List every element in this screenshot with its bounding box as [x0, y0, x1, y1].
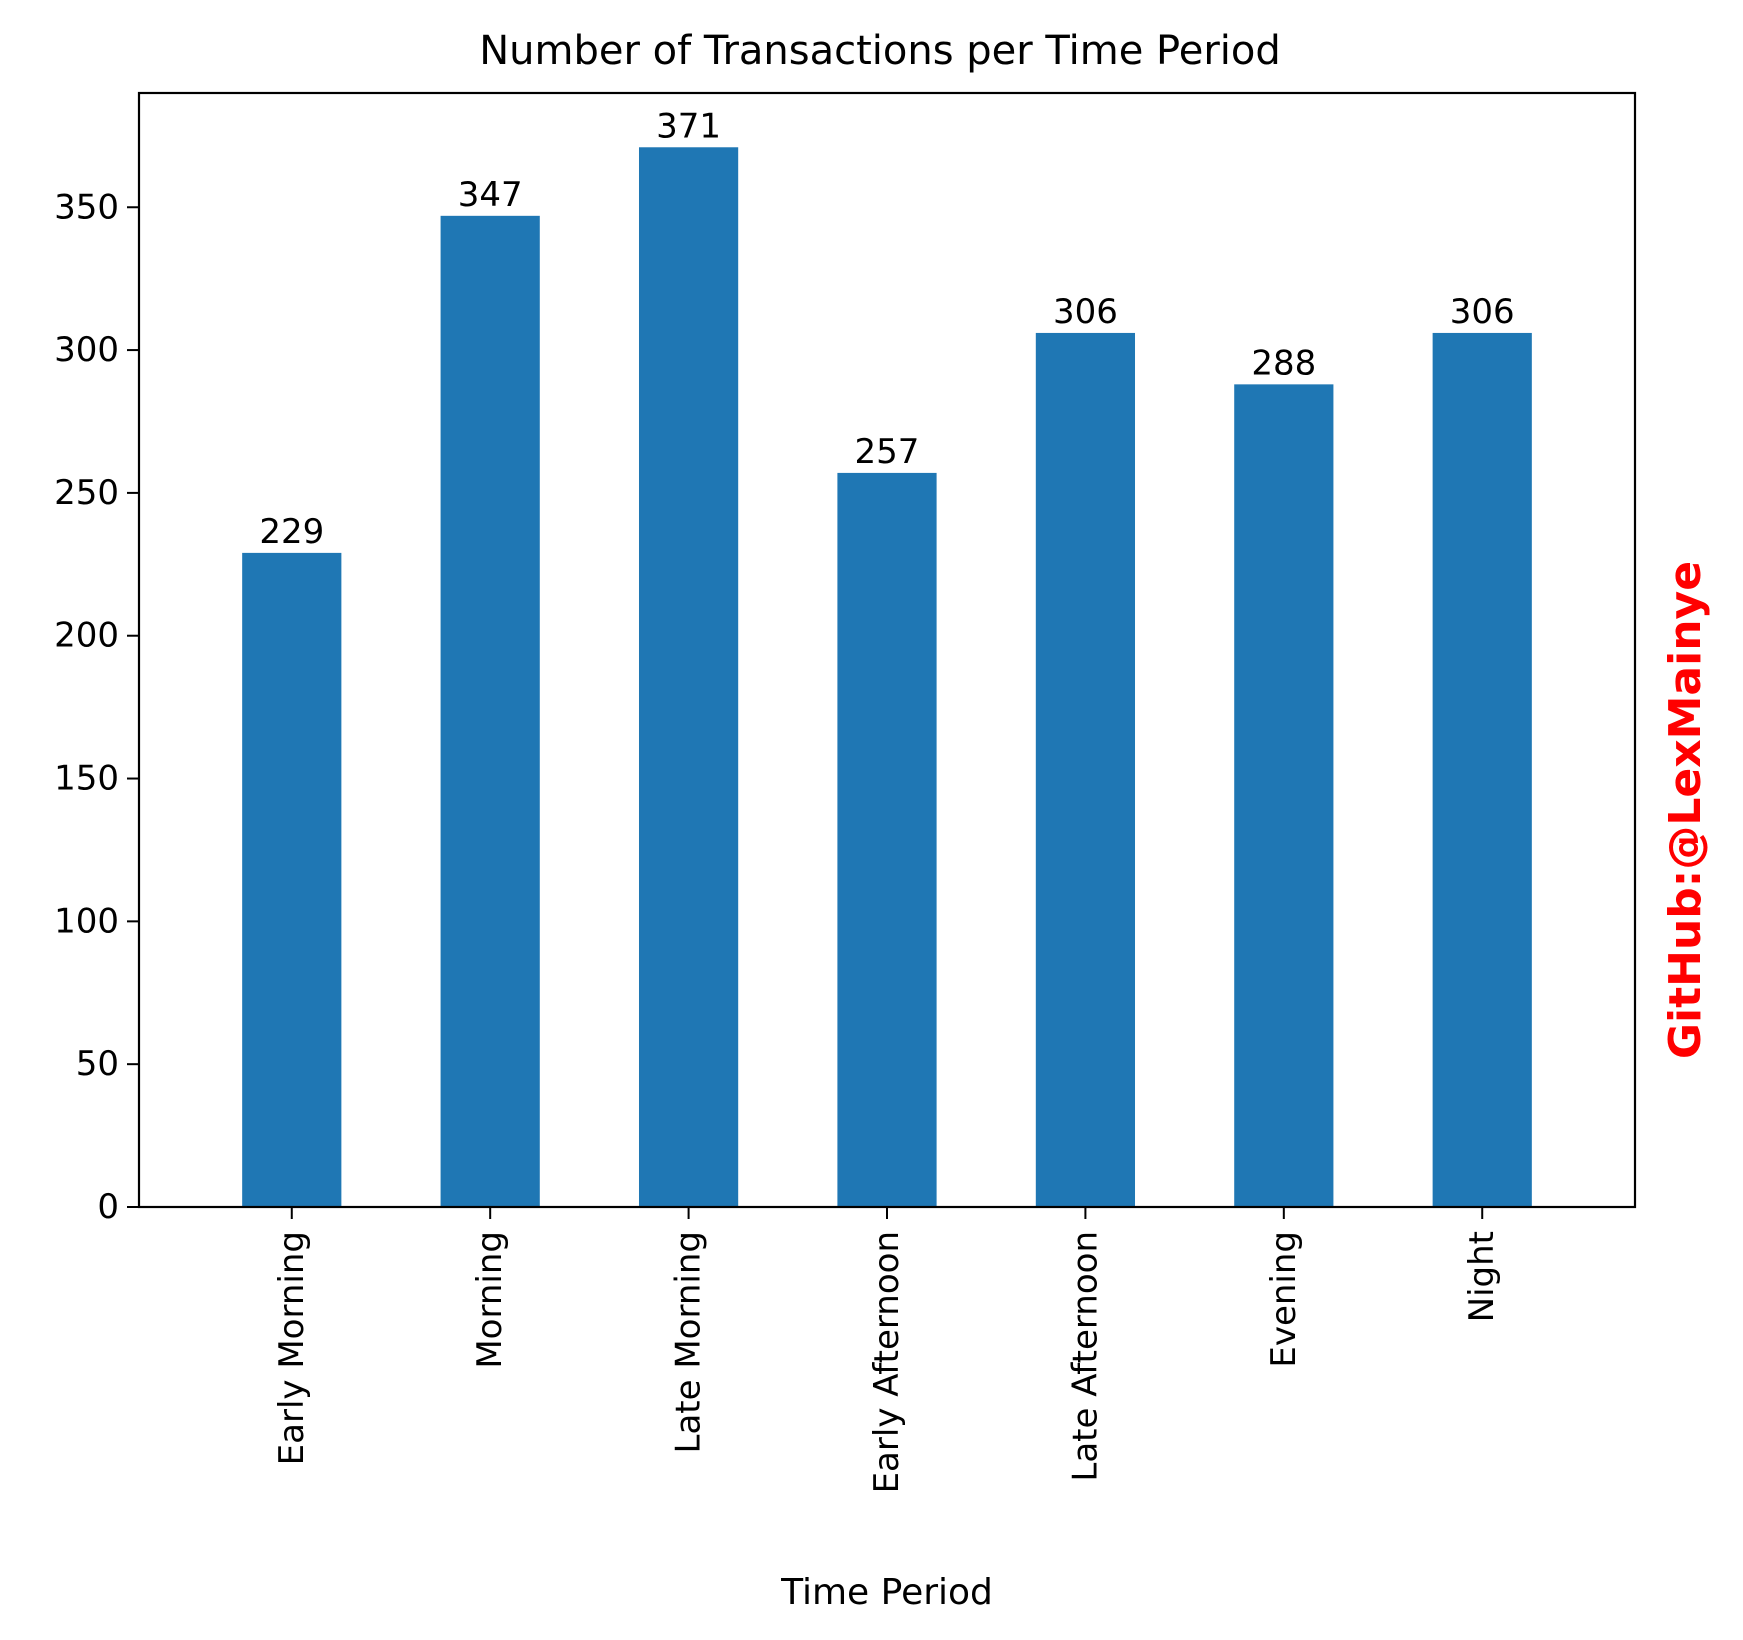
- data-label: 371: [656, 106, 721, 146]
- bar: [1432, 332, 1532, 1207]
- y-axis: 0 50 100 150 200 250 300 350: [54, 187, 139, 1227]
- watermark-text: GitHub:@LexMainye: [1660, 561, 1711, 1059]
- data-label: 257: [855, 432, 920, 472]
- x-tick-label: Morning: [470, 1231, 510, 1369]
- x-tick-label: Early Morning: [272, 1231, 312, 1465]
- y-tick-label: 350: [54, 187, 119, 227]
- x-tick-label: Evening: [1264, 1231, 1304, 1368]
- bar: [242, 552, 342, 1207]
- data-label: 288: [1251, 343, 1316, 383]
- x-tick-label: Early Afternoon: [867, 1231, 907, 1493]
- chart-title: Number of Transactions per Time Period: [479, 28, 1281, 74]
- bar: [1035, 332, 1136, 1207]
- bar: [638, 147, 739, 1208]
- x-tick-label: Late Morning: [669, 1231, 709, 1453]
- y-tick-label: 100: [54, 901, 119, 941]
- y-tick-label: 300: [54, 330, 119, 370]
- y-tick-label: 150: [54, 759, 119, 799]
- y-tick-label: 200: [54, 616, 119, 656]
- bar: [837, 472, 937, 1207]
- plot-frame: [137, 91, 1637, 1209]
- data-label: 347: [458, 175, 523, 215]
- x-axis-label: Time Period: [780, 1572, 993, 1613]
- data-labels-group: 229 347 371 257 306 288 306: [259, 106, 1514, 552]
- data-label: 306: [1450, 292, 1515, 332]
- x-axis: Early Morning Morning Late Morning Early Af…: [272, 1207, 1502, 1493]
- y-tick-label: 0: [97, 1187, 119, 1227]
- y-tick-label: 250: [54, 473, 119, 513]
- bars-group: [242, 147, 1532, 1208]
- bar: [1234, 384, 1334, 1207]
- bar: [440, 215, 540, 1208]
- x-tick-label: Night: [1462, 1231, 1502, 1322]
- data-label: 229: [259, 512, 324, 552]
- data-label: 306: [1053, 292, 1118, 332]
- y-tick-label: 50: [76, 1044, 119, 1084]
- x-tick-label: Late Afternoon: [1065, 1231, 1105, 1482]
